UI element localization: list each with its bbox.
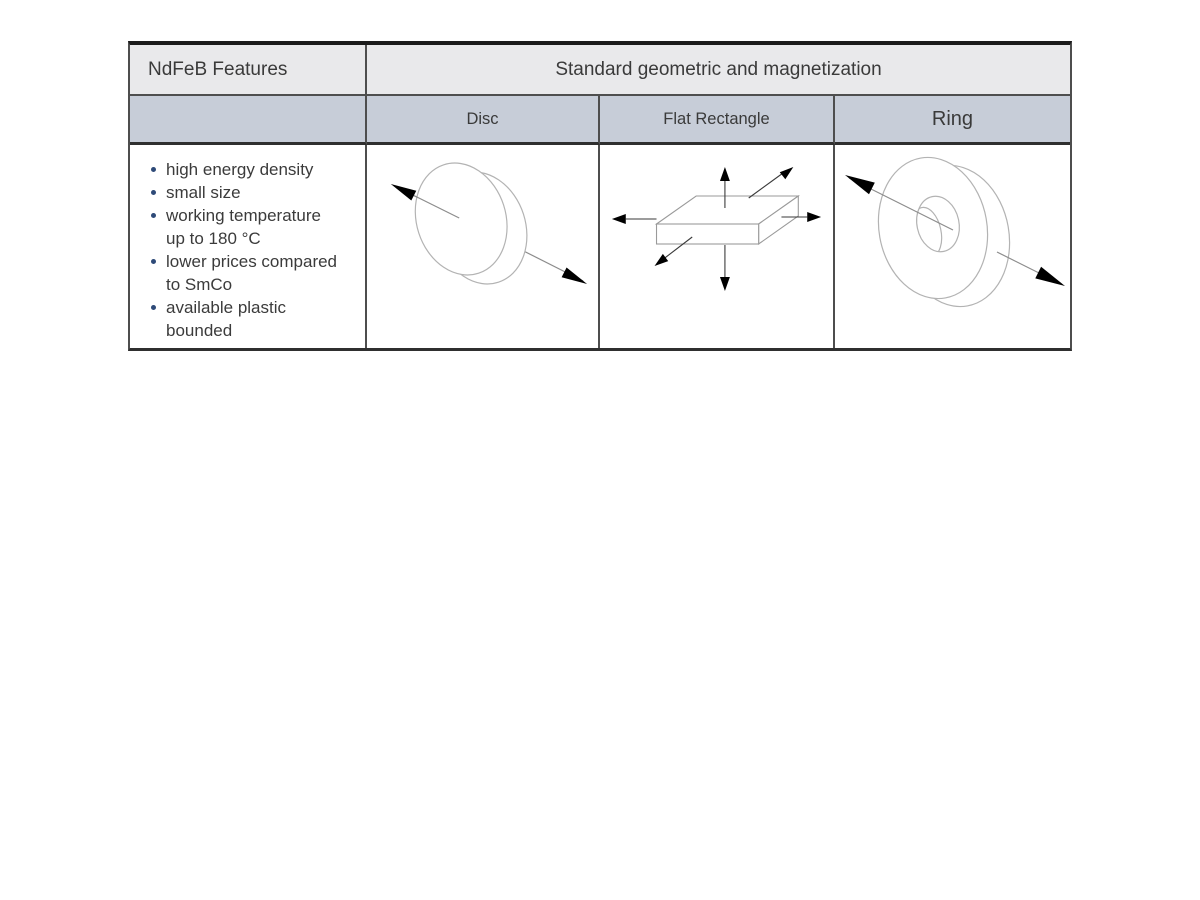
- arrowhead-left-icon: [611, 214, 626, 224]
- feature-item: small size: [150, 181, 353, 204]
- bullet-icon: [151, 167, 156, 172]
- bullet-icon: [151, 190, 156, 195]
- disc-diagram-cell: [367, 145, 600, 348]
- features-header-label: NdFeB Features: [148, 58, 288, 80]
- feature-item: available plastic bounded: [150, 296, 353, 342]
- feature-item: lower prices compared to SmCo: [150, 250, 353, 296]
- arrowhead-up-right-icon: [779, 167, 794, 180]
- geometry-header-label: Standard geometric and magnetization: [555, 58, 882, 80]
- arrowhead-down-right-icon: [1035, 266, 1065, 286]
- arrowhead-down-icon: [719, 277, 730, 291]
- features-list: high energy density small size working t…: [150, 158, 353, 342]
- arrow-up-right-line: [748, 171, 785, 199]
- arrowhead-up-left-icon: [845, 175, 875, 195]
- ring-label: Ring: [931, 107, 974, 130]
- box-front-face: [655, 223, 760, 245]
- feature-text: high energy density: [166, 160, 314, 179]
- ring-diagram-cell: [835, 145, 1070, 348]
- feature-text: available plastic bounded: [166, 298, 287, 340]
- flat-rectangle-diagram-cell: [600, 145, 835, 348]
- bullet-icon: [151, 305, 156, 310]
- feature-text: lower prices compared to SmCo: [166, 252, 338, 294]
- ring-diagram: [845, 156, 1065, 308]
- column-header-ring: Ring: [835, 96, 1070, 145]
- arrowhead-right-icon: [807, 212, 822, 222]
- bullet-icon: [151, 213, 156, 218]
- ring-hole-front-edge: [916, 195, 960, 253]
- column-header-disc: Disc: [367, 96, 600, 145]
- feature-text: small size: [166, 183, 241, 202]
- arrowhead-up-left-icon: [390, 184, 417, 201]
- features-header-cell: NdFeB Features: [130, 45, 367, 96]
- feature-item: working temperature up to 180 °C: [150, 204, 353, 250]
- flat-rectangle-label: Flat Rectangle: [663, 109, 770, 128]
- feature-item: high energy density: [150, 158, 353, 181]
- bullet-icon: [151, 259, 156, 264]
- ring-front-face: [877, 156, 989, 300]
- feature-text: working temperature up to 180 °C: [166, 206, 321, 248]
- disc-diagram: [390, 162, 588, 285]
- disc-label: Disc: [466, 109, 499, 128]
- magnet-spec-table: NdFeB Features Standard geometric and ma…: [128, 41, 1072, 351]
- geometry-header-cell: Standard geometric and magnetization: [367, 45, 1070, 96]
- arrowhead-down-left-icon: [654, 253, 669, 266]
- flat-rectangle-diagram: [611, 167, 822, 291]
- features-list-cell: high energy density small size working t…: [130, 145, 367, 348]
- column-header-flat-rectangle: Flat Rectangle: [600, 96, 835, 145]
- empty-subheader-cell: [130, 96, 367, 145]
- arrowhead-up-icon: [719, 167, 730, 181]
- arrowhead-down-right-icon: [561, 267, 588, 284]
- arrow-down-left-line: [663, 236, 693, 260]
- disc-front-face: [414, 162, 508, 276]
